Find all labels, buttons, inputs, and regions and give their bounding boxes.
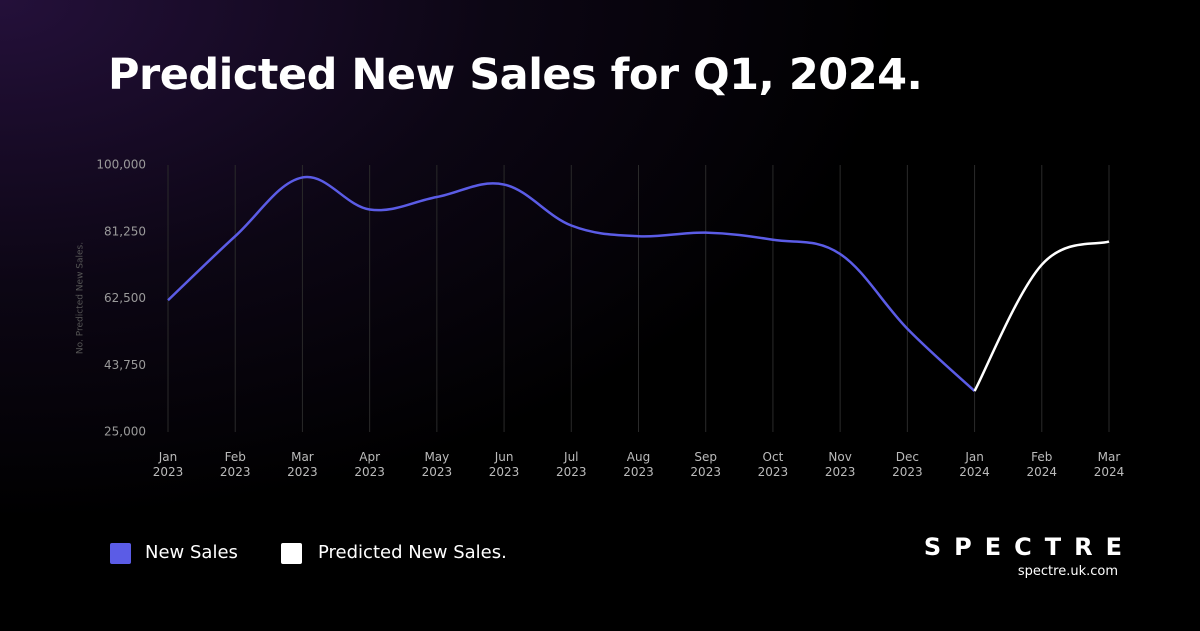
y-tick-label: 43,750	[104, 358, 146, 372]
brand-name: SPECTRE	[923, 533, 1135, 561]
x-tick-label: Nov 2023	[824, 450, 856, 479]
x-tick-label: Aug 2023	[623, 450, 654, 479]
x-tick-label: Jan 2023	[152, 450, 184, 479]
y-axis-label: No. Predicted New Sales.	[76, 242, 86, 354]
legend-label: New Sales	[145, 542, 238, 563]
y-tick-label: 62,500	[104, 291, 146, 305]
line	[167, 175, 976, 392]
x-tick-label: Oct 2023	[757, 450, 789, 479]
y-tick-label: 25,000	[104, 425, 146, 439]
x-tick-label: Mar 2024	[1093, 450, 1125, 479]
x-tick-label: Dec 2023	[892, 450, 923, 479]
y-tick-label: 81,250	[104, 224, 146, 238]
x-tick-label: Sep 2023	[690, 450, 721, 479]
legend-label: Predicted New Sales.	[318, 542, 507, 563]
line	[973, 240, 1110, 392]
y-tick-label: 100,000	[96, 158, 146, 172]
x-tick-label: Feb 2024	[1026, 450, 1058, 479]
x-tick-label: Jul 2023	[556, 450, 587, 479]
x-tick-label: Jun 2023	[488, 450, 520, 479]
legend-swatch	[110, 543, 131, 564]
x-tick-label: May 2023	[421, 450, 453, 479]
legend-swatch	[281, 543, 302, 564]
brand-url: spectre.uk.com	[1017, 564, 1118, 579]
x-tick-label: Feb 2023	[219, 450, 251, 479]
x-tick-label: Jan 2024	[959, 450, 990, 479]
chart-title: Predicted New Sales for Q1, 2024.	[108, 50, 923, 100]
x-tick-label: Apr 2023	[354, 450, 385, 479]
x-tick-label: Mar 2023	[287, 450, 318, 479]
